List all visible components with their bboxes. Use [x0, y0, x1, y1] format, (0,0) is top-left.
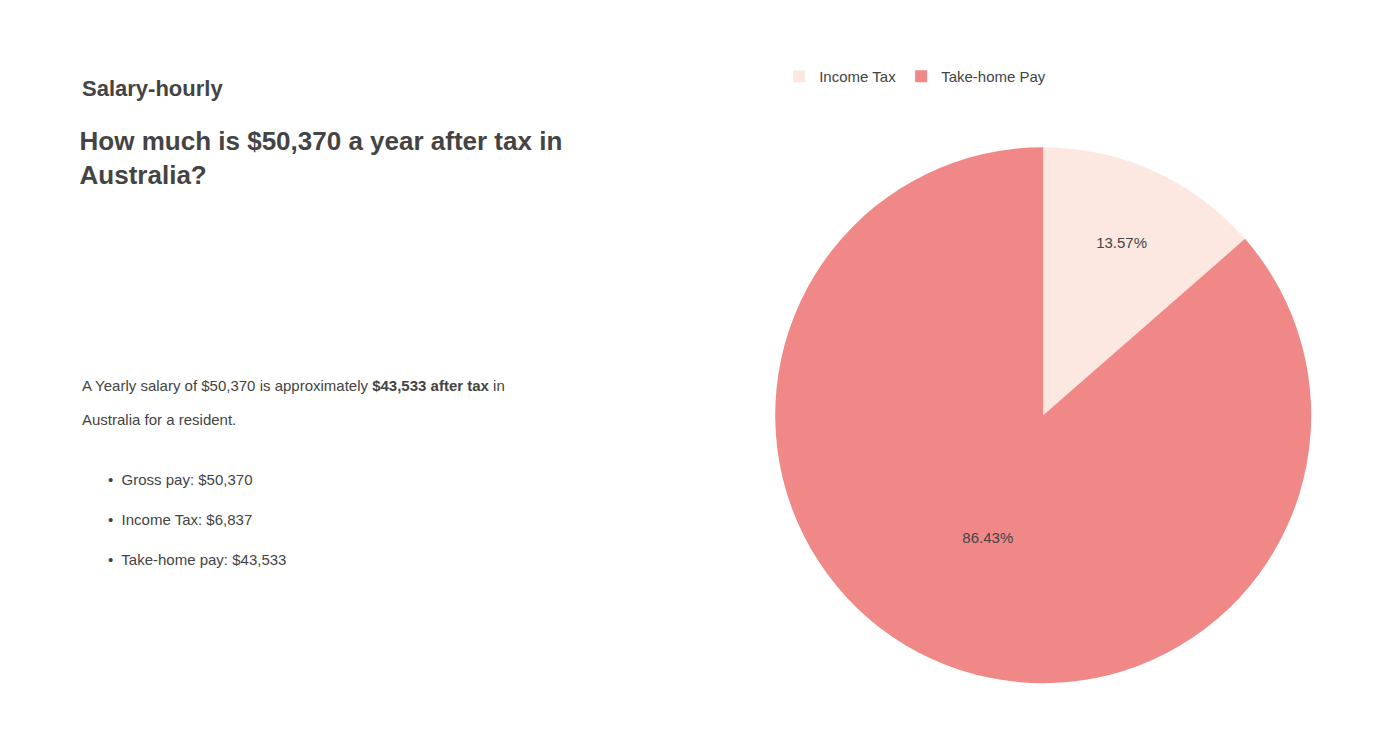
svg-text:Salary-hourly: Salary-hourly: [82, 76, 223, 101]
svg-text:• Take-home pay: $43,533: • Take-home pay: $43,533: [108, 551, 286, 568]
svg-text:Australia for a resident.: Australia for a resident.: [82, 411, 236, 428]
svg-text:13.57%: 13.57%: [1096, 234, 1147, 251]
svg-text:86.43%: 86.43%: [962, 529, 1013, 546]
svg-text:• Income Tax: $6,837: • Income Tax: $6,837: [108, 511, 252, 528]
svg-text:• Gross pay: $50,370: • Gross pay: $50,370: [108, 471, 253, 488]
svg-text:A Yearly salary of $50,370 is: A Yearly salary of $50,370 is approximat…: [82, 377, 505, 394]
svg-text:Income Tax: Income Tax: [819, 68, 896, 85]
svg-text:How much is $50,370 a year aft: How much is $50,370 a year after tax inA…: [80, 126, 563, 190]
svg-text:Take-home Pay: Take-home Pay: [941, 68, 1046, 85]
